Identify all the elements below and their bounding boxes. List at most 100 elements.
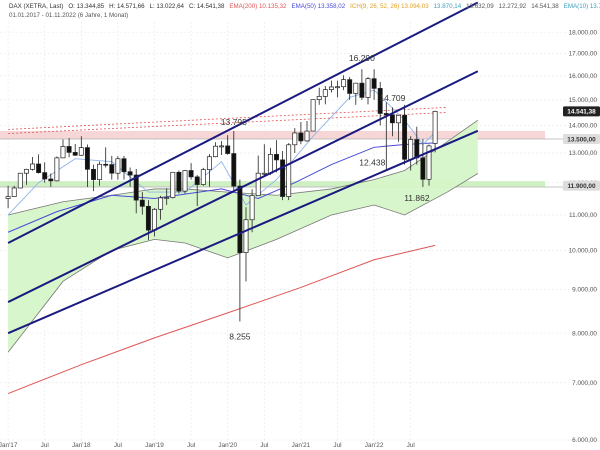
- legend-entry: L: 13.022,64: [150, 3, 185, 10]
- x-tick-label: Jul: [333, 442, 341, 449]
- candle-body: [274, 154, 279, 161]
- legend-entry: C: 14.541,38: [189, 3, 225, 10]
- legend-entry: EMA(200) 10.135,32: [229, 3, 287, 10]
- candle-body: [182, 170, 188, 192]
- price-badge-bg: [563, 180, 600, 191]
- candle-body: [255, 172, 261, 196]
- trend-channel: [7, 1, 479, 335]
- candle-body: [371, 78, 377, 89]
- candle-body: [347, 79, 353, 94]
- candle-body: [316, 96, 322, 100]
- price-badge-bg: [563, 106, 600, 117]
- candle-body: [341, 79, 347, 88]
- price-badge-bg: [563, 133, 600, 144]
- x-tick-label: Jul: [407, 442, 415, 449]
- candle-body: [298, 132, 304, 142]
- candle-body: [402, 114, 408, 160]
- price-badges: 14.541,38 13.500,00 11.900,00: [563, 106, 600, 191]
- chart-header: DAX (XETRA, Last) O: 13.344,85 H: 14.571,6…: [9, 3, 600, 19]
- candle-body: [188, 170, 194, 178]
- candle-body: [219, 145, 225, 148]
- candle-body: [133, 174, 139, 201]
- candle-body: [335, 86, 340, 89]
- y-tick-label: 7.000,00: [572, 380, 597, 387]
- y-tick-label: 14.000,00: [569, 123, 598, 130]
- candle-body: [5, 196, 11, 199]
- candle-body: [377, 88, 383, 114]
- candle-body: [389, 114, 395, 124]
- y-tick-label: 11.000,00: [569, 212, 597, 219]
- legend-entry: 13.870,14: [434, 3, 462, 10]
- price-badge-label: 14.541,38: [567, 109, 596, 116]
- candle-body: [170, 171, 176, 198]
- legend-entry: O: 13.344,85: [68, 3, 104, 10]
- price-annotation: 14.709: [379, 93, 405, 103]
- legend-entry: EMA(10) 13.737,28: [564, 3, 600, 10]
- legend-entry: 12.272,92: [499, 3, 527, 10]
- dotted-resistance-lines: [8, 106, 448, 134]
- candle-body: [84, 147, 90, 170]
- legend-entry: EMA(50) 13.358,02: [292, 3, 346, 10]
- candle-body: [30, 163, 35, 170]
- x-tick-label: Jul: [114, 442, 122, 449]
- candle-body: [396, 114, 401, 124]
- legend-entry: DAX (XETRA, Last): [9, 3, 63, 10]
- x-tick-label: Jul: [187, 442, 195, 449]
- y-tick-label: 15.000,00: [569, 97, 598, 104]
- candle-body: [292, 132, 298, 146]
- x-tick-label: Jan'20: [218, 442, 237, 449]
- candle-body: [127, 171, 133, 176]
- y-tick-label: 16.000,00: [569, 73, 598, 80]
- y-tick-label: 13.000,00: [569, 150, 598, 157]
- price-annotation: 13.795: [221, 117, 247, 127]
- x-tick-label: Jan'22: [365, 442, 384, 449]
- candle-body: [23, 168, 29, 174]
- y-tick-label: 18.000,00: [569, 29, 598, 36]
- y-tick-label: 17.000,00: [569, 51, 598, 58]
- candle-body: [408, 139, 414, 160]
- candle-body: [432, 111, 438, 144]
- candle-body: [36, 163, 42, 173]
- candle-body: [353, 82, 359, 94]
- legend-entry: 14.541,38: [531, 3, 559, 10]
- candle-body: [322, 89, 328, 97]
- candle-body: [365, 78, 371, 98]
- candle-body: [231, 153, 237, 187]
- candle-body: [66, 146, 72, 153]
- candle-body: [249, 195, 255, 221]
- candle-body: [426, 145, 432, 180]
- support-zone: [0, 181, 545, 187]
- x-tick-label: Jan'17: [0, 442, 18, 449]
- candle-body: [91, 168, 96, 180]
- candle-body: [243, 219, 249, 253]
- candle-body: [17, 172, 23, 189]
- candle-body: [237, 185, 243, 253]
- channel-lower-line: [7, 129, 479, 335]
- x-tick-label: Jan'18: [72, 442, 91, 449]
- candle-body: [109, 164, 115, 174]
- candle-body: [78, 147, 84, 156]
- x-tick-label: Jan'19: [145, 442, 164, 449]
- x-tick-label: Jul: [41, 442, 49, 449]
- price-badge-label: 11.900,00: [567, 183, 596, 190]
- legend-entry: 13.632,09: [466, 3, 494, 10]
- candle-body: [72, 152, 78, 156]
- channel-middle-line: [7, 70, 479, 303]
- candle-body: [200, 169, 206, 185]
- price-annotation: 11.862: [404, 193, 430, 203]
- candles: [5, 69, 438, 322]
- x-tick-label: Jan'21: [292, 442, 311, 449]
- candle-body: [145, 205, 151, 231]
- candle-body: [420, 157, 426, 180]
- y-tick-label: 8.000,00: [572, 330, 597, 337]
- candle-body: [194, 176, 200, 185]
- candle-body: [261, 172, 267, 175]
- price-annotation: 16.290: [349, 53, 375, 63]
- candle-body: [97, 163, 103, 180]
- price-annotation: 12.438: [359, 157, 385, 167]
- candle-body: [54, 157, 60, 182]
- price-badge-label: 13.500,00: [567, 136, 596, 143]
- y-tick-label: 9.000,00: [572, 287, 597, 294]
- candle-body: [115, 158, 121, 174]
